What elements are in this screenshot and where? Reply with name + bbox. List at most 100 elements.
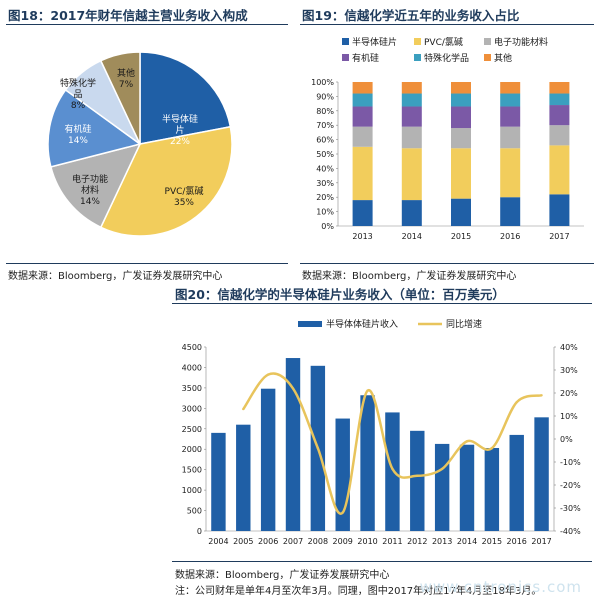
fig19-legend-label-2: 电子功能材料 (494, 36, 548, 48)
fig20-xtick-3: 2007 (283, 537, 303, 546)
fig19-bar-2017-3 (549, 105, 570, 126)
fig20-xtick-13: 2017 (531, 537, 551, 546)
pie-slice-5 (99, 51, 141, 145)
fig19-legend-swatch-4 (414, 54, 421, 61)
fig20-combo-chart: 半导体体硅片收入 同比增速 0 500 1000 1500 2000 2500 3000 3500… (182, 318, 581, 546)
fig20-growth-point-4 (341, 511, 344, 514)
pie-label-3: 有机硅 (64, 123, 91, 135)
fig19-ytick-5: 50% (316, 150, 334, 159)
fig20-legend-bar-label: 半导体体硅片收入 (326, 318, 398, 330)
fig19-bar-2013-2 (352, 126, 373, 147)
fig19-bar-2015-5 (451, 82, 471, 94)
fig20-ytick-4: 2000 (182, 445, 202, 454)
fig19-bar-2014-4 (401, 93, 422, 107)
fig20-xtick-4: 2008 (308, 537, 328, 546)
fig19-bar-2015-4 (451, 93, 471, 107)
fig19-title: 图19：信越化学近五年的业务收入占比 (302, 8, 520, 23)
fig20-xtick-5: 2009 (333, 537, 353, 546)
fig19-ytick-2: 20% (316, 193, 334, 202)
pie-label-5: 其他 (117, 67, 135, 79)
pie-label-1: PVC/氯碱 (165, 185, 204, 197)
fig19-ytick-9: 90% (316, 92, 334, 101)
fig19-bar-2013-4 (352, 93, 373, 107)
fig19-title-rule (300, 24, 594, 25)
fig20-growth-point-8 (440, 467, 444, 471)
fig20-title: 图20：信越化学的半导体硅片业务收入（单位：百万美元） (175, 287, 505, 302)
fig20-bar-2012 (410, 430, 425, 531)
fig20-growth-point-5 (366, 389, 369, 392)
fig19-legend-swatch-3 (342, 54, 349, 61)
fig20-xtick-10: 2014 (457, 537, 477, 546)
fig19-bar-2016-5 (500, 82, 521, 94)
fig20-legend-bar-swatch (298, 321, 322, 327)
fig20-xtick-2: 2006 (258, 537, 278, 546)
fig19-xtick-2: 2015 (451, 232, 471, 241)
fig20-y2tick-8: 40% (560, 343, 578, 352)
fig19-legend-label-4: 特殊化学品 (424, 52, 469, 64)
fig20-growth-point-0 (242, 407, 245, 411)
pie-slice-0 (139, 51, 232, 145)
fig19-source: 数据来源：Bloomberg，广发证券发展研究中心 (302, 271, 517, 282)
fig19-bar-2013-1 (352, 146, 373, 201)
fig20-xtick-1: 2005 (233, 537, 253, 546)
pie-slice-2 (49, 142, 142, 229)
pie-pct-5: 7% (119, 80, 134, 90)
pie-pct-3: 14% (68, 136, 88, 146)
fig20-ytick-6: 3000 (182, 404, 202, 413)
fig19-bar-2016-0 (500, 197, 521, 226)
fig18-pie-chart: 半导体硅片22%PVC/氯碱35%电子功能材料14%有机硅14%特殊化学品8%其… (47, 51, 233, 237)
fig20-ytick-5: 2500 (182, 425, 202, 434)
fig19-bar-2013-3 (352, 106, 373, 127)
fig19-ytick-3: 30% (316, 179, 334, 188)
fig19-bar-2014-3 (401, 106, 422, 127)
fig20-xtick-9: 2013 (432, 537, 452, 546)
fig20-source: 数据来源：Bloomberg，广发证券发展研究中心 (175, 570, 390, 581)
fig19-ytick-10: 100% (311, 78, 334, 87)
fig19-bar-2016-3 (500, 106, 521, 127)
fig20-ytick-2: 1000 (182, 486, 202, 495)
fig20-bar-2004 (211, 432, 226, 531)
fig19-legend-label-1: PVC/氯碱 (424, 36, 463, 48)
fig19-legend-swatch-1 (414, 38, 421, 45)
fig20-y2tick-4: 0% (560, 435, 573, 444)
fig19-ytick-1: 10% (316, 208, 334, 217)
fig19-bar-2014-5 (401, 82, 422, 94)
fig20-y2tick-2: -20% (560, 481, 581, 490)
pie-slice-3 (47, 88, 142, 168)
fig20-growth-point-3 (316, 447, 320, 450)
fig20-xtick-8: 2012 (407, 537, 427, 546)
fig20-growth-point-11 (515, 401, 518, 404)
fig18-source: 数据来源：Bloomberg，广发证券发展研究中心 (8, 271, 223, 282)
fig19-bar-2014-1 (401, 148, 422, 201)
pie-label-4: 特殊化学品 (60, 77, 96, 100)
fig20-bar-2011 (385, 412, 400, 531)
fig20-growth-point-9 (465, 440, 469, 443)
fig20-growth-point-1 (266, 373, 270, 376)
fig20-growth-point-2 (291, 387, 295, 390)
fig19-ytick-6: 60% (316, 136, 334, 145)
fig20-y2tick-7: 30% (560, 366, 578, 375)
fig18-source-rule (6, 263, 288, 264)
fig20-ytick-3: 1500 (182, 466, 202, 475)
fig20-ytick-7: 3500 (182, 384, 202, 393)
fig20-bar-2013 (434, 443, 450, 531)
fig19-bar-2017-1 (549, 145, 570, 195)
fig19-ytick-7: 70% (316, 121, 334, 130)
fig20-bar-2017 (534, 417, 549, 531)
watermark: www.cntronics.com (419, 578, 582, 596)
fig19-bar-2015-3 (451, 106, 471, 129)
fig19-bar-2014-2 (401, 126, 422, 149)
fig18-title-rule (6, 24, 288, 25)
fig19-legend-swatch-2 (484, 38, 491, 45)
fig20-y2tick-3: -10% (560, 458, 581, 467)
fig20-bar-2016 (509, 434, 524, 531)
fig19-bar-2017-4 (549, 93, 570, 106)
fig19-xtick-0: 2013 (352, 232, 372, 241)
fig19-xtick-1: 2014 (402, 232, 422, 241)
fig20-title-rule (172, 303, 592, 304)
pie-slice-1 (99, 125, 233, 237)
fig20-y2tick-1: -30% (560, 504, 581, 513)
fig20-growth-point-10 (490, 447, 494, 450)
fig20-xtick-11: 2015 (482, 537, 502, 546)
